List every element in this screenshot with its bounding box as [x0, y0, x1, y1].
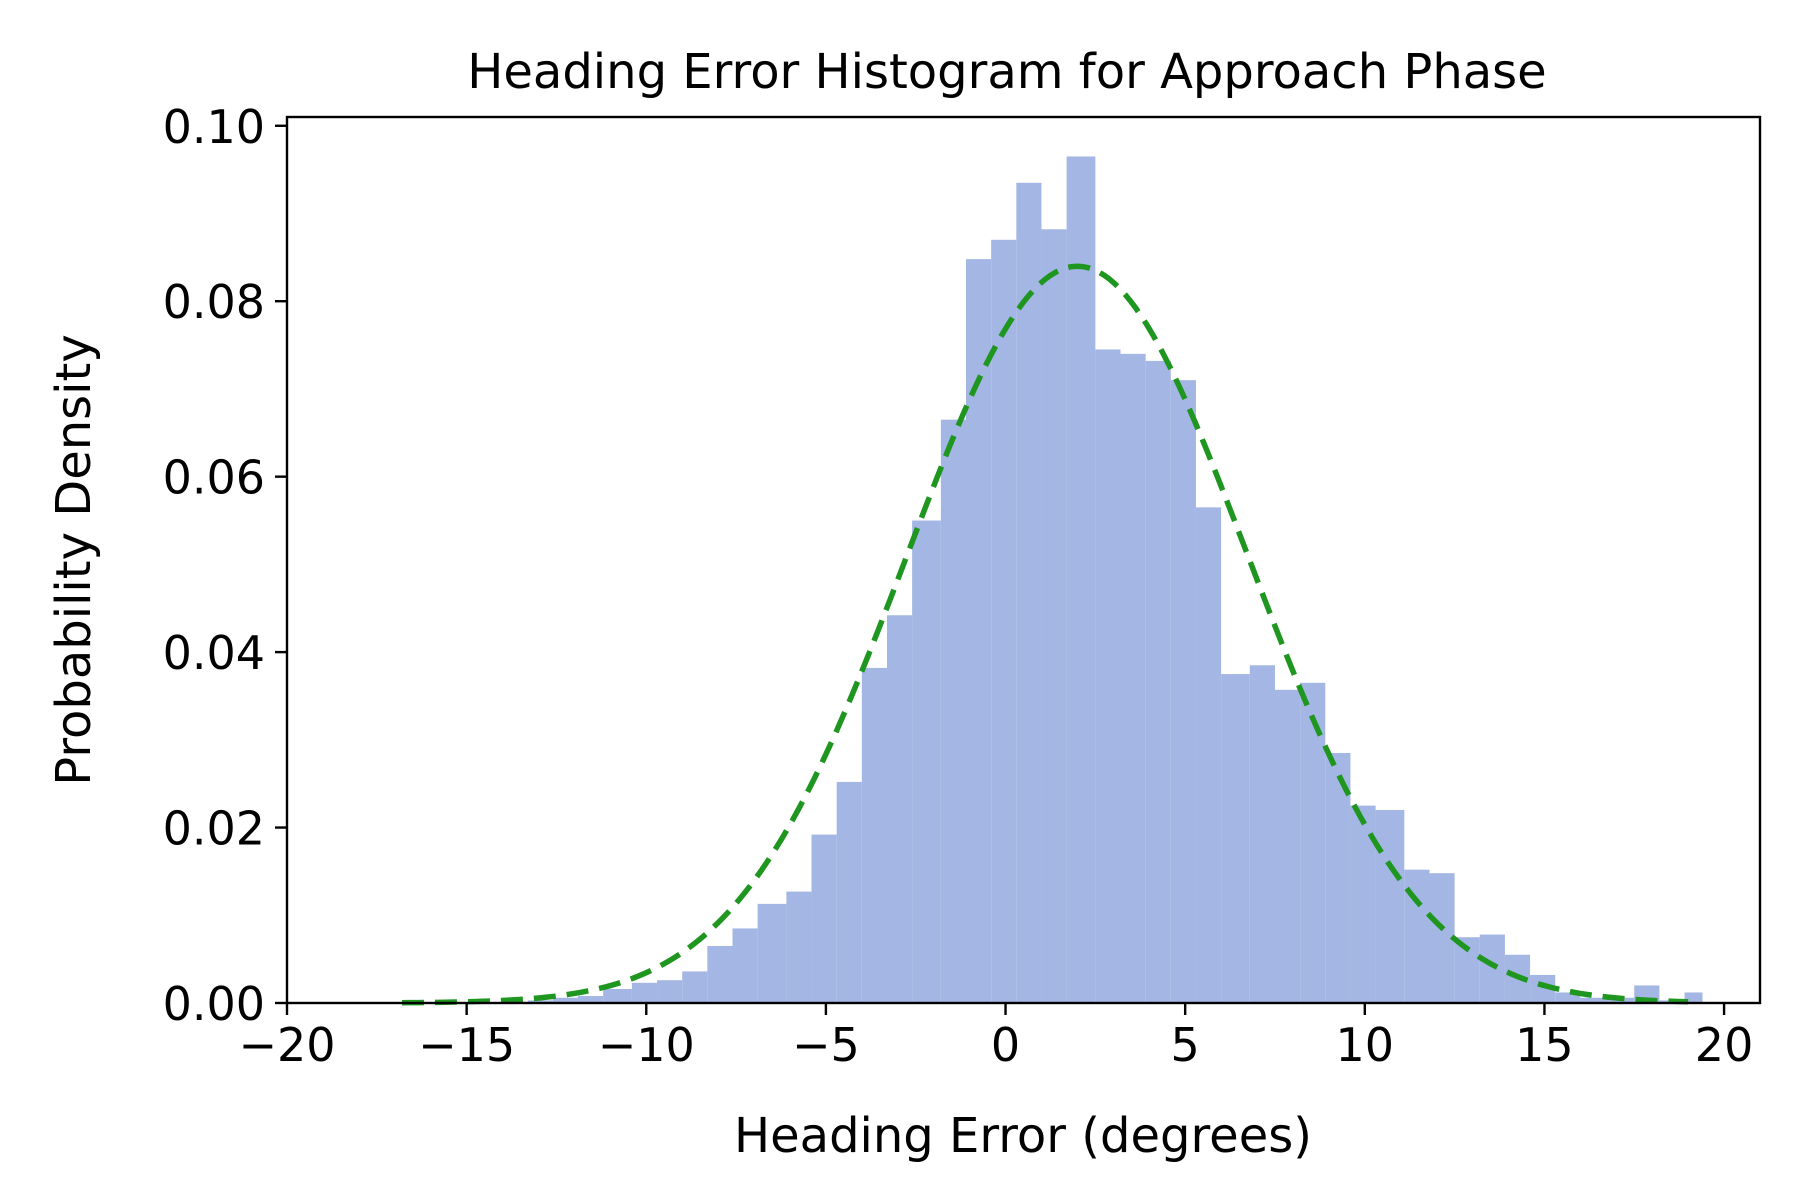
histogram-bar-19: [1016, 182, 1042, 1003]
x-tick-label: −10: [598, 1018, 695, 1072]
y-tick-label: 0.10: [163, 100, 265, 154]
histogram-bar-41: [1580, 997, 1610, 1003]
histogram-bar-9: [757, 903, 787, 1003]
histogram-bar-16: [940, 419, 967, 1003]
x-tick-label: 5: [1171, 1018, 1200, 1072]
y-tick-label: 0.04: [163, 626, 265, 680]
histogram-bar-3: [603, 988, 632, 1003]
histogram-bar-22: [1095, 349, 1121, 1003]
histogram-bar-27: [1221, 674, 1250, 1003]
histogram-bar-0: [527, 1000, 553, 1003]
normal-fit-line: [401, 263, 1689, 1006]
histogram-bar-14: [886, 615, 913, 1003]
histogram-bar-18: [991, 239, 1017, 1003]
histogram-bar-8: [732, 928, 758, 1003]
histogram-bar-7: [707, 945, 733, 1003]
histogram-bar-33: [1375, 810, 1405, 1003]
histogram-bar-21: [1066, 156, 1096, 1004]
histogram-bar-17: [966, 259, 992, 1003]
y-tick-label: 0.02: [163, 802, 265, 856]
histogram-bar-4: [631, 982, 658, 1003]
histogram-bar-29: [1274, 689, 1301, 1003]
x-axis-ticks: −20 −15 −10 −5 0 5 10 15 20: [238, 1003, 1753, 1072]
y-axis-label: Probability Density: [46, 334, 102, 785]
x-tick-label: 20: [1695, 1018, 1754, 1072]
x-tick-label: 15: [1515, 1018, 1574, 1072]
x-axis-label: Heading Error (degrees): [734, 1108, 1312, 1164]
histogram-bar-23: [1120, 353, 1146, 1004]
x-tick-label: −20: [238, 1018, 335, 1072]
histogram-bar-28: [1249, 665, 1275, 1003]
histogram-bar-2: [578, 995, 604, 1003]
histogram-bar-5: [657, 980, 683, 1003]
histogram-bar-12: [836, 781, 862, 1003]
y-tick-label: 0.06: [163, 451, 265, 505]
histogram-bar-26: [1195, 507, 1222, 1003]
histogram-bar-25: [1170, 380, 1196, 1003]
y-tick-label: 0.00: [163, 977, 265, 1031]
chart-title: Heading Error Histogram for Approach Pha…: [467, 44, 1546, 100]
histogram-bars: [527, 156, 1703, 1004]
histogram-bar-30: [1300, 682, 1326, 1003]
x-tick-label: 0: [991, 1018, 1020, 1072]
y-axis-ticks: 0.00 0.02 0.04 0.06 0.08 0.10: [163, 100, 287, 1031]
x-tick-label: 10: [1336, 1018, 1395, 1072]
histogram-bar-10: [786, 891, 812, 1003]
histogram-bar-13: [861, 667, 887, 1003]
histogram-bar-45: [1684, 992, 1703, 1003]
histogram-bar-20: [1041, 229, 1067, 1003]
histogram-bar-1: [552, 997, 579, 1003]
plot-frame: [285, 115, 1762, 1005]
histogram-bar-6: [682, 971, 708, 1003]
histogram-bar-40: [1555, 992, 1581, 1003]
histogram-bar-15: [912, 520, 941, 1003]
y-tick-label: 0.08: [163, 275, 265, 329]
histogram-bar-24: [1145, 360, 1171, 1004]
histogram-bar-37: [1479, 934, 1505, 1003]
histogram-bar-11: [811, 834, 837, 1003]
x-tick-label: −15: [418, 1018, 515, 1072]
x-tick-label: −5: [792, 1018, 860, 1072]
